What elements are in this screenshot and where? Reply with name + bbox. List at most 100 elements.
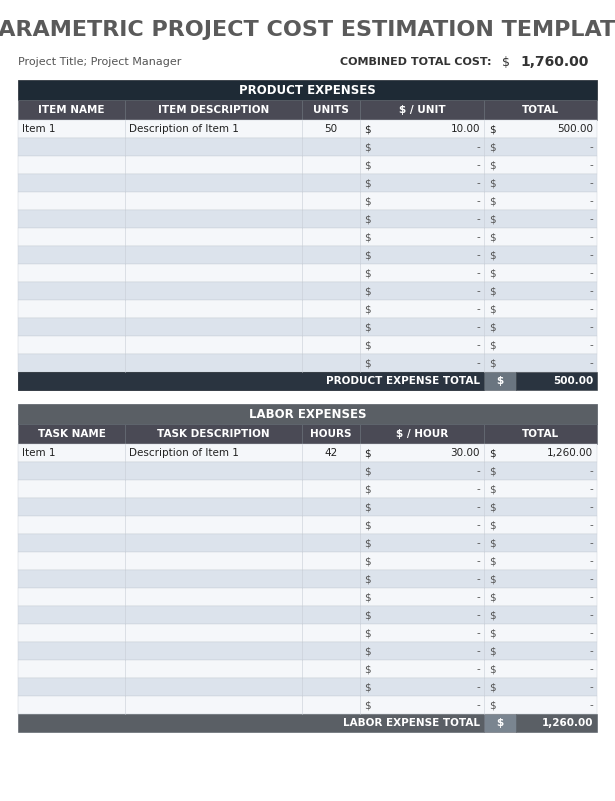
Text: -: - <box>477 160 480 170</box>
Text: -: - <box>477 646 480 656</box>
Text: $: $ <box>496 718 504 728</box>
Bar <box>18 282 597 300</box>
Text: -: - <box>589 196 593 206</box>
Text: -: - <box>589 556 593 566</box>
Text: $: $ <box>489 322 496 332</box>
Bar <box>18 588 597 606</box>
Text: $: $ <box>365 160 371 170</box>
Text: UNITS: UNITS <box>312 105 349 115</box>
Bar <box>302 424 360 444</box>
Bar <box>18 624 597 642</box>
Bar <box>18 192 597 210</box>
Text: $: $ <box>365 556 371 566</box>
Text: $: $ <box>489 160 496 170</box>
Text: $: $ <box>489 214 496 224</box>
Text: -: - <box>589 322 593 332</box>
Text: $: $ <box>489 196 496 206</box>
Bar <box>18 120 597 138</box>
Text: -: - <box>477 268 480 278</box>
Text: -: - <box>589 502 593 512</box>
Text: -: - <box>477 538 480 548</box>
Text: $: $ <box>489 700 496 710</box>
Bar <box>18 354 597 372</box>
Text: $: $ <box>365 250 371 260</box>
Text: -: - <box>477 286 480 296</box>
Text: -: - <box>589 268 593 278</box>
Bar <box>18 498 597 516</box>
Text: $: $ <box>365 304 371 314</box>
Text: $: $ <box>489 358 496 368</box>
Text: -: - <box>589 214 593 224</box>
Text: Project Title; Project Manager: Project Title; Project Manager <box>18 57 181 67</box>
Text: $: $ <box>365 538 371 548</box>
Text: -: - <box>589 610 593 620</box>
Text: Description of Item 1: Description of Item 1 <box>129 124 239 134</box>
Text: 10.00: 10.00 <box>451 124 480 134</box>
Text: -: - <box>477 610 480 620</box>
Text: $: $ <box>365 592 371 602</box>
Bar <box>18 516 597 534</box>
Text: $: $ <box>489 484 496 494</box>
Text: -: - <box>477 214 480 224</box>
Text: PRODUCT EXPENSES: PRODUCT EXPENSES <box>239 83 376 96</box>
Text: $: $ <box>489 250 496 260</box>
Text: -: - <box>477 556 480 566</box>
Text: -: - <box>589 700 593 710</box>
Text: -: - <box>589 232 593 242</box>
Bar <box>18 424 125 444</box>
Text: Description of Item 1: Description of Item 1 <box>129 448 239 458</box>
Text: PRODUCT EXPENSE TOTAL: PRODUCT EXPENSE TOTAL <box>326 376 480 386</box>
Text: ITEM NAME: ITEM NAME <box>38 105 105 115</box>
Bar <box>18 336 597 354</box>
Text: Item 1: Item 1 <box>22 124 55 134</box>
Bar <box>18 534 597 552</box>
Bar <box>18 372 484 390</box>
Bar <box>302 100 360 120</box>
Text: -: - <box>589 250 593 260</box>
Text: -: - <box>477 232 480 242</box>
Text: $: $ <box>365 322 371 332</box>
Text: -: - <box>477 664 480 674</box>
Text: 42: 42 <box>324 448 337 458</box>
Text: -: - <box>477 466 480 476</box>
Text: -: - <box>477 142 480 152</box>
Text: -: - <box>477 628 480 638</box>
Text: $: $ <box>365 268 371 278</box>
Text: TASK NAME: TASK NAME <box>38 429 106 439</box>
Text: -: - <box>477 592 480 602</box>
Text: 30.00: 30.00 <box>451 448 480 458</box>
Text: $: $ <box>365 448 371 458</box>
Text: $: $ <box>365 682 371 692</box>
Text: 500.00: 500.00 <box>557 124 593 134</box>
Text: TOTAL: TOTAL <box>522 429 559 439</box>
Text: -: - <box>589 538 593 548</box>
Bar <box>18 552 597 570</box>
Text: -: - <box>589 286 593 296</box>
Text: 1,760.00: 1,760.00 <box>520 55 589 69</box>
Text: $: $ <box>365 286 371 296</box>
Bar <box>18 318 597 336</box>
Bar <box>18 570 597 588</box>
Text: -: - <box>589 574 593 584</box>
Text: $: $ <box>365 196 371 206</box>
Text: 50: 50 <box>324 124 337 134</box>
Text: $: $ <box>365 124 371 134</box>
Bar <box>18 480 597 498</box>
Text: $: $ <box>489 628 496 638</box>
Text: $: $ <box>365 574 371 584</box>
Text: $: $ <box>489 664 496 674</box>
Bar <box>516 714 597 732</box>
Text: -: - <box>589 664 593 674</box>
Text: $: $ <box>365 142 371 152</box>
Text: $: $ <box>489 646 496 656</box>
Bar <box>360 424 484 444</box>
Text: $ / UNIT: $ / UNIT <box>399 105 445 115</box>
Text: $: $ <box>365 664 371 674</box>
Bar <box>18 660 597 678</box>
Bar <box>18 210 597 228</box>
Text: COMBINED TOTAL COST:: COMBINED TOTAL COST: <box>340 57 491 67</box>
Bar <box>18 372 484 390</box>
Bar <box>18 174 597 192</box>
Text: $: $ <box>489 502 496 512</box>
Text: TOTAL: TOTAL <box>522 105 559 115</box>
